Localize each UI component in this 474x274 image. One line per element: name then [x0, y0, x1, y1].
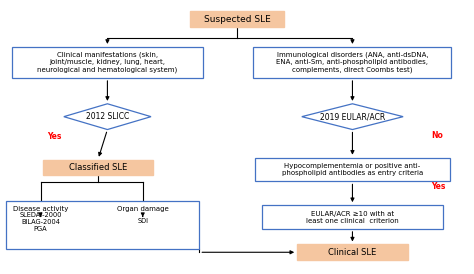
FancyBboxPatch shape — [255, 158, 450, 181]
Text: 2012 SLICC: 2012 SLICC — [86, 112, 129, 121]
Text: No: No — [431, 131, 443, 140]
Text: Immunological disorders (ANA, anti-dsDNA,
ENA, anti-Sm, anti-phospholipid antibo: Immunological disorders (ANA, anti-dsDNA… — [276, 52, 428, 73]
Text: Suspected SLE: Suspected SLE — [204, 15, 270, 24]
Text: Classified SLE: Classified SLE — [69, 163, 127, 172]
Text: Disease activity: Disease activity — [13, 206, 68, 212]
FancyBboxPatch shape — [190, 11, 284, 27]
FancyBboxPatch shape — [262, 205, 443, 229]
FancyBboxPatch shape — [254, 47, 451, 78]
Text: SDI: SDI — [137, 218, 148, 224]
Text: EULAR/ACR ≥10 with at
least one clinical  criterion: EULAR/ACR ≥10 with at least one clinical… — [306, 210, 399, 224]
Polygon shape — [302, 104, 403, 130]
FancyBboxPatch shape — [43, 159, 154, 175]
Text: Clinical SLE: Clinical SLE — [328, 248, 376, 257]
Text: Organ damage: Organ damage — [117, 206, 169, 212]
FancyBboxPatch shape — [6, 201, 199, 249]
FancyBboxPatch shape — [12, 47, 203, 78]
Text: Clinical manifestations (skin,
joint/muscle, kidney, lung, heart,
neurological a: Clinical manifestations (skin, joint/mus… — [37, 52, 178, 73]
Text: SLEDAI-2000
BILAG-2004
PGA: SLEDAI-2000 BILAG-2004 PGA — [19, 212, 62, 232]
Text: Yes: Yes — [431, 182, 446, 191]
Text: Yes: Yes — [47, 132, 62, 141]
FancyBboxPatch shape — [297, 244, 408, 260]
Text: 2019 EULAR/ACR: 2019 EULAR/ACR — [320, 112, 385, 121]
Polygon shape — [64, 104, 151, 130]
Text: Hypocomplementemia or positive anti-
phospholipid antibodies as entry criteria: Hypocomplementemia or positive anti- pho… — [282, 163, 423, 176]
